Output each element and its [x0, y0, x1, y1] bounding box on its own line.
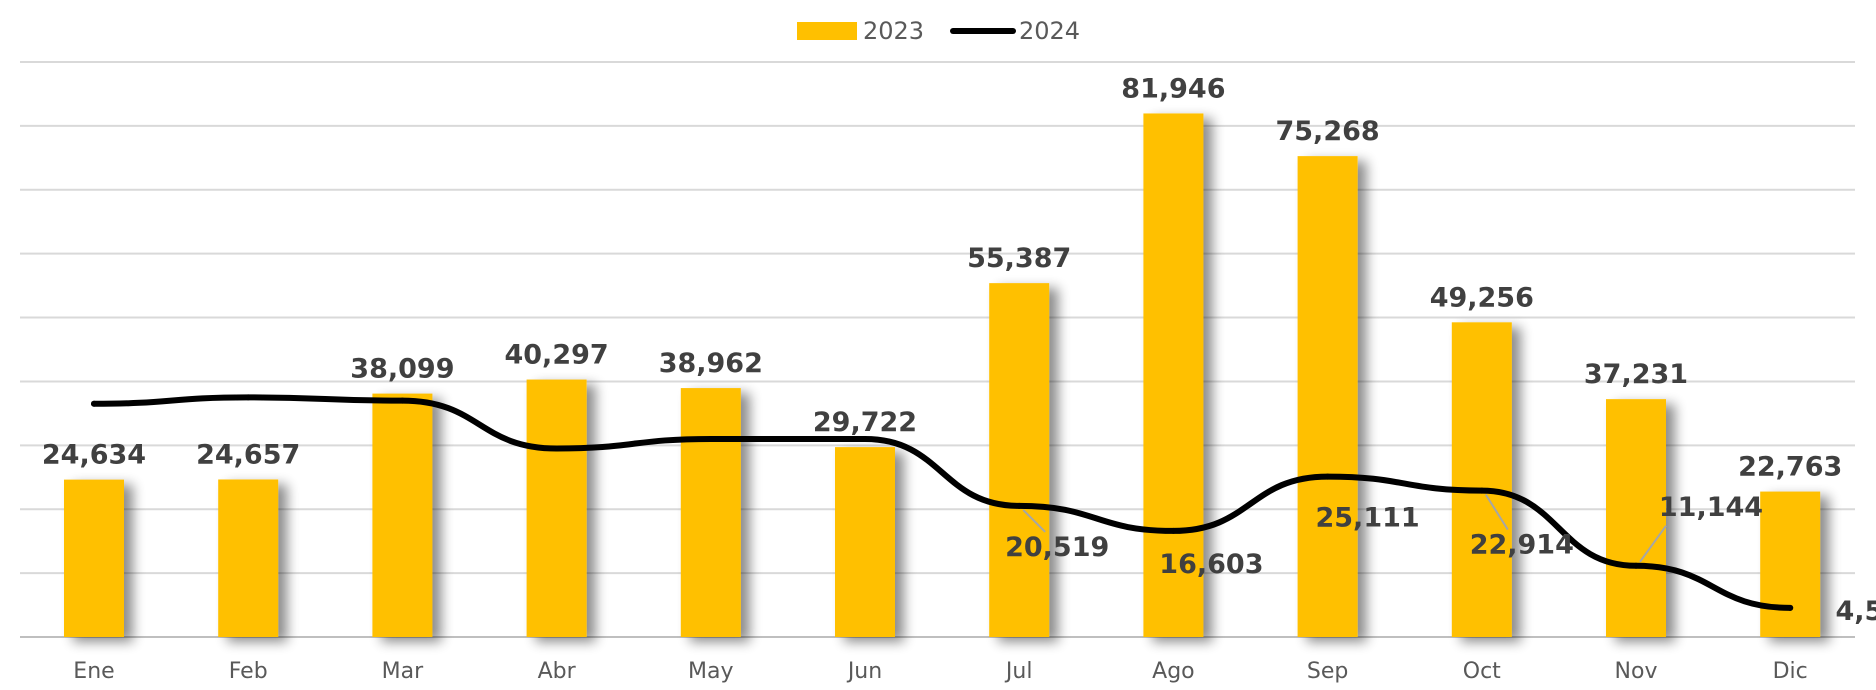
tick-sep: Sep: [1307, 659, 1348, 684]
bar-2023-nov: [1606, 399, 1666, 637]
bar-label-may: 38,962: [659, 348, 763, 379]
tick-abr: Abr: [538, 659, 577, 684]
bar-2023-mar: [372, 393, 433, 637]
bar-label-dic: 22,763: [1738, 452, 1842, 483]
point-2024-oct: [1478, 487, 1485, 494]
point-2024-feb: [245, 394, 252, 401]
tick-jul: Jul: [1004, 659, 1033, 684]
line-label-oct: 22,914: [1470, 530, 1574, 561]
legend-swatch-2023: [797, 22, 857, 40]
bar-2023-jul: [989, 283, 1050, 637]
bar-2023-oct: [1451, 322, 1512, 637]
tick-nov: Nov: [1615, 659, 1658, 684]
tick-ago: Ago: [1152, 659, 1194, 684]
point-2024-sep: [1324, 473, 1331, 480]
bar-label-ene: 24,634: [42, 440, 146, 471]
bar-2023-ago: [1143, 113, 1204, 637]
x-axis-ticks: Ene Feb Mar Abr May Jun Jul Ago Sep Oct Nov Dic: [73, 659, 1807, 684]
legend: 2023 2024: [797, 17, 1080, 45]
tick-ene: Ene: [73, 659, 114, 684]
point-2024-ene: [91, 400, 97, 407]
legend-label-2024: 2024: [1019, 17, 1080, 45]
line-label-jul: 20,519: [1005, 532, 1109, 563]
bar-2023-sep: [1297, 156, 1358, 638]
bar-label-oct: 49,256: [1430, 282, 1534, 313]
legend-label-2023: 2023: [863, 17, 924, 45]
tick-oct: Oct: [1463, 659, 1501, 684]
bar-label-feb: 24,657: [196, 439, 300, 470]
tick-mar: Mar: [382, 659, 424, 684]
bar-label-nov: 37,231: [1584, 359, 1688, 390]
line-label-ago: 16,603: [1159, 549, 1263, 580]
leader-line: [1022, 509, 1046, 533]
bar-label-sep: 75,268: [1275, 116, 1379, 147]
bars-2023: [64, 113, 1821, 638]
bar-label-jul: 55,387: [967, 243, 1071, 274]
point-2024-may: [707, 435, 714, 442]
point-2024-dic: [1787, 604, 1794, 611]
tick-jun: Jun: [846, 659, 882, 684]
point-2024-abr: [553, 445, 560, 452]
leader-line: [1639, 525, 1667, 563]
point-2024-ago: [1170, 527, 1177, 534]
point-2024-nov: [1633, 562, 1639, 569]
point-2024-mar: [399, 397, 406, 404]
line-2024: [91, 394, 1794, 611]
bar-2023-feb: [218, 479, 279, 637]
bar-2023-jun: [835, 447, 895, 637]
data-labels: 24,634 24,657 38,099 40,297 38,962 29,722 55,3…: [42, 73, 1876, 626]
gridlines: [20, 61, 1855, 638]
leader-line: [1484, 494, 1509, 531]
bar-2023-dic: [1760, 491, 1821, 637]
tick-dic: Dic: [1773, 659, 1808, 684]
bar-label-mar: 38,099: [350, 354, 454, 385]
tick-feb: Feb: [229, 659, 268, 684]
line-label-dic: 4,558: [1835, 596, 1876, 627]
line-label-sep: 25,111: [1315, 503, 1419, 534]
point-2024-jun: [862, 435, 868, 442]
bar-label-abr: 40,297: [504, 340, 608, 371]
line-label-nov: 11,144: [1659, 492, 1763, 523]
point-2024-jul: [1016, 502, 1023, 509]
bar-2023-abr: [526, 379, 587, 637]
bar-2023-ene: [64, 479, 124, 637]
line-2024-path: [91, 394, 1794, 611]
bar-label-jun: 29,722: [813, 407, 917, 438]
bar-label-ago: 81,946: [1121, 73, 1225, 104]
bar-2023-may: [680, 388, 741, 637]
tick-may: May: [688, 659, 733, 684]
